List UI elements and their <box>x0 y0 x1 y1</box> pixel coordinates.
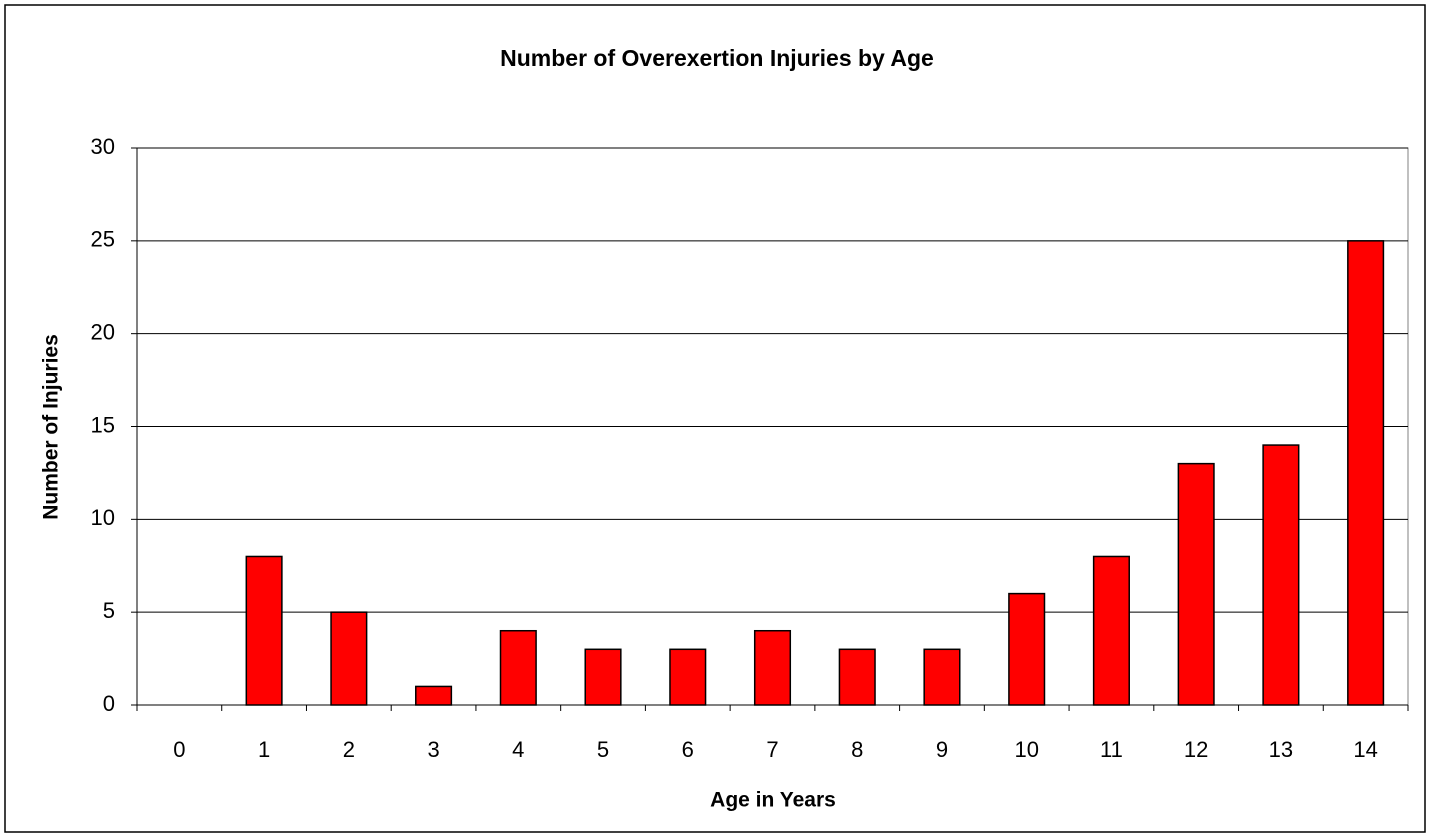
x-tick-label: 4 <box>512 737 524 762</box>
bar <box>245 555 283 706</box>
x-tick-label: 7 <box>766 737 778 762</box>
x-tick-label: 11 <box>1100 737 1123 762</box>
x-tick-label: 5 <box>597 737 609 762</box>
bar <box>923 648 961 706</box>
x-tick-label: 10 <box>1014 737 1038 762</box>
bar <box>584 648 622 706</box>
bar <box>669 648 707 706</box>
bar <box>1262 444 1300 706</box>
y-tick-label: 10 <box>91 505 115 530</box>
bar <box>415 685 453 706</box>
bar <box>838 648 876 706</box>
x-tick-label: 12 <box>1184 737 1208 762</box>
x-tick-label: 0 <box>173 737 185 762</box>
bar <box>753 629 792 706</box>
chart-title: Number of Overexertion Injuries by Age <box>500 45 934 71</box>
y-tick-label: 30 <box>91 134 115 159</box>
bar <box>1347 240 1385 706</box>
x-axis-label: Age in Years <box>710 789 836 812</box>
x-tick-label: 1 <box>258 737 270 762</box>
x-tick-label: 8 <box>851 737 863 762</box>
y-tick-label: 25 <box>91 227 115 252</box>
x-tick-label: 6 <box>682 737 694 762</box>
y-tick-label: 15 <box>91 412 115 437</box>
bar <box>330 611 368 706</box>
x-tick-label: 14 <box>1353 737 1377 762</box>
bar <box>499 629 537 706</box>
y-tick-label: 0 <box>103 691 115 716</box>
bar <box>1177 462 1215 706</box>
x-tick-label: 13 <box>1269 737 1293 762</box>
y-axis-label: Number of Injuries <box>40 334 63 520</box>
y-tick-label: 5 <box>103 598 115 623</box>
bar <box>1008 592 1046 706</box>
x-tick-label: 2 <box>343 737 355 762</box>
bar <box>1092 555 1130 706</box>
x-tick-label: 3 <box>427 737 439 762</box>
x-tick-label: 9 <box>936 737 948 762</box>
y-tick-label: 20 <box>91 319 115 344</box>
